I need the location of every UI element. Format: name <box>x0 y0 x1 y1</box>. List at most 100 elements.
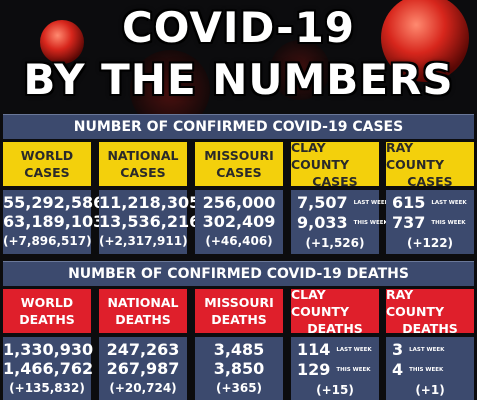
value-box: 11,218,305 13,536,216 (+2,317,911) <box>99 190 200 254</box>
label-line: MISSOURI <box>204 148 274 163</box>
week-label: THIS WEEK <box>409 367 444 373</box>
value-row: 737 THIS WEEK <box>386 213 474 233</box>
column-label: CLAY COUNTY CASES <box>291 139 379 189</box>
value-box: 3,485 3,850 (+365) <box>195 337 283 400</box>
value-row: 256,000 <box>195 193 283 212</box>
value-row: 247,263 <box>99 340 187 359</box>
column-label: RAY COUNTY DEATHS <box>386 286 474 336</box>
value-row: 11,218,305 <box>99 193 200 212</box>
column-label: NATIONAL CASES <box>99 142 187 186</box>
value: 11,218,305 <box>99 193 201 212</box>
label-line: RAY COUNTY <box>386 139 444 172</box>
label-line: WORLD <box>20 295 74 310</box>
value-row: 3,850 <box>195 359 283 378</box>
virus <box>381 0 469 82</box>
value: 63,189,103 <box>3 212 105 231</box>
change: (+20,724) <box>109 381 177 395</box>
value-box: 3 LAST WEEK 4 THIS WEEK (+1) <box>386 337 474 400</box>
value: 4 <box>392 360 404 379</box>
label-line: CLAY COUNTY <box>291 139 349 172</box>
value-box: 114 LAST WEEK 129 THIS WEEK (+15) <box>291 337 379 400</box>
value-box: 615 LAST WEEK 737 THIS WEEK (+122) <box>386 190 474 254</box>
value-row: 13,536,216 <box>99 212 200 231</box>
value: 3,485 <box>213 340 265 359</box>
label-line: CASES <box>312 173 358 189</box>
change: (+15) <box>316 383 354 397</box>
label-line: WORLD <box>20 148 74 163</box>
change: (+122) <box>406 236 454 250</box>
value-row: 7,507 LAST WEEK <box>291 193 389 213</box>
value-box: 247,263 267,987 (+20,724) <box>99 337 187 400</box>
value-row: 3,485 <box>195 340 283 359</box>
value-row: 1,330,930 <box>3 340 93 359</box>
value: 129 <box>297 360 331 379</box>
label-line: RAY COUNTY <box>386 286 444 319</box>
week-label: LAST WEEK <box>431 200 467 206</box>
title-line: BY THE NUMBERS <box>23 55 454 104</box>
value: 256,000 <box>202 193 276 212</box>
week-label: LAST WEEK <box>353 200 389 206</box>
label-line: NATIONAL <box>107 295 179 310</box>
label-line: CASES <box>120 165 166 180</box>
label-line: DEATHS <box>211 312 267 327</box>
label-line: DEATHS <box>115 312 171 327</box>
week-label: THIS WEEK <box>353 220 388 226</box>
change: (+135,832) <box>9 381 85 395</box>
section-header: NUMBER OF CONFIRMED COVID-19 CASES <box>3 114 474 139</box>
value-row: 4 THIS WEEK <box>386 360 474 380</box>
label-line: CASES <box>407 173 453 189</box>
value-box: 55,292,586 63,189,103 (+7,896,517) <box>3 190 104 254</box>
change: (+2,317,911) <box>99 234 188 248</box>
column-label: WORLD CASES <box>3 142 91 186</box>
column-label: CLAY COUNTY DEATHS <box>291 286 379 336</box>
week-label: THIS WEEK <box>336 367 371 373</box>
virus-faded <box>270 40 330 100</box>
value-box: 256,000 302,409 (+46,406) <box>195 190 283 254</box>
week-label: LAST WEEK <box>336 347 372 353</box>
week-label: LAST WEEK <box>409 347 445 353</box>
value: 302,409 <box>202 212 276 231</box>
label-line: DEATHS <box>307 320 363 336</box>
column-label: WORLD DEATHS <box>3 289 91 333</box>
virus <box>40 20 84 64</box>
virus-faded <box>130 50 210 130</box>
column-label: NATIONAL DEATHS <box>99 289 187 333</box>
label-line: DEATHS <box>402 320 458 336</box>
value: 3,850 <box>213 359 265 378</box>
value-row: 1,466,762 <box>3 359 93 378</box>
week-label: THIS WEEK <box>431 220 466 226</box>
label-line: DEATHS <box>19 312 75 327</box>
value-row: 114 LAST WEEK <box>291 340 379 360</box>
label-line: CASES <box>24 165 70 180</box>
column-label: MISSOURI CASES <box>195 142 283 186</box>
change: (+1) <box>415 383 445 397</box>
value-box: 1,330,930 1,466,762 (+135,832) <box>3 337 93 400</box>
value-row: 129 THIS WEEK <box>291 360 379 380</box>
value: 247,263 <box>106 340 180 359</box>
change: (+46,406) <box>205 234 273 248</box>
value: 615 <box>392 193 426 212</box>
change: (+7,896,517) <box>3 234 92 248</box>
label-line: CLAY COUNTY <box>291 286 349 319</box>
value: 267,987 <box>106 359 180 378</box>
value: 3 <box>392 340 404 359</box>
column-label: RAY COUNTY CASES <box>386 139 474 189</box>
value: 13,536,216 <box>99 212 201 231</box>
value-row: 3 LAST WEEK <box>386 340 474 360</box>
label-line: MISSOURI <box>204 295 274 310</box>
value-row: 9,033 THIS WEEK <box>291 213 388 233</box>
label-line: CASES <box>216 165 262 180</box>
column-label: MISSOURI DEATHS <box>195 289 283 333</box>
section-header: NUMBER OF CONFIRMED COVID-19 DEATHS <box>3 261 474 286</box>
value-box: 7,507 LAST WEEK 9,033 THIS WEEK (+1,526) <box>291 190 389 254</box>
change: (+1,526) <box>305 236 365 250</box>
value-row: 55,292,586 <box>3 193 104 212</box>
title-line: COVID-19 <box>121 3 356 52</box>
value-row: 615 LAST WEEK <box>386 193 474 213</box>
value-row: 63,189,103 <box>3 212 104 231</box>
value: 737 <box>392 213 426 232</box>
value: 7,507 <box>297 193 348 212</box>
